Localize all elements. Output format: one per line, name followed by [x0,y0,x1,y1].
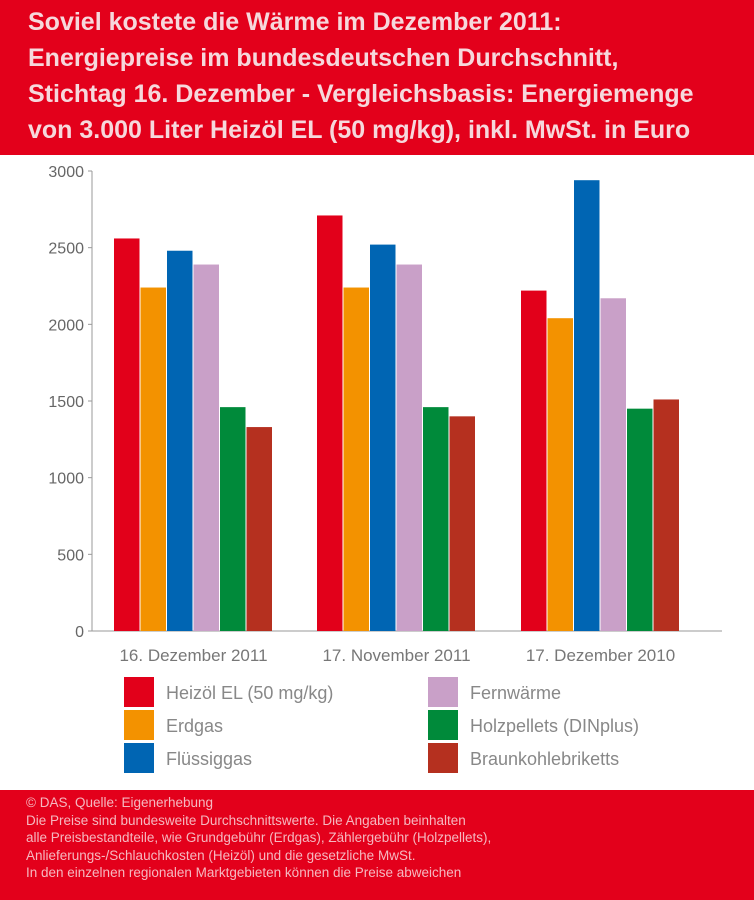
x-tick-label: 17. November 2011 [322,646,470,665]
bar-fl-ssiggas-1 [167,250,193,631]
bar-erdgas-1 [140,287,166,631]
y-tick-label: 2000 [48,317,84,334]
y-tick-label: 1500 [48,394,84,411]
legend-label: Holzpellets (DINplus) [470,716,639,736]
footer-line: Die Preise sind bundesweite Durchschnitt… [26,812,466,828]
bar-fl-ssiggas-2 [370,244,396,631]
legend-swatch [124,677,154,707]
footer-line: Anlieferungs-/Schlauchkosten (Heizöl) un… [26,847,416,863]
title-line: Energiepreise im bundesdeutschen Durchsc… [28,44,619,72]
legend-label: Heizöl EL (50 mg/kg) [166,683,333,703]
title-line: Stichtag 16. Dezember - Vergleichsbasis:… [28,80,694,108]
chart-title: Soviel kostete die Wärme im Dezember 201… [0,0,754,155]
legend-swatch [428,710,458,740]
y-tick-label: 500 [57,547,84,564]
legend-label: Erdgas [166,716,223,736]
title-line: Soviel kostete die Wärme im Dezember 201… [28,8,562,36]
bar-braunkohlebriketts-2 [449,416,475,631]
y-tick-label: 3000 [48,164,84,181]
legend-swatch [428,743,458,773]
legend-label: Braunkohlebriketts [470,749,619,769]
legend-swatch [124,710,154,740]
bar-heiz-l-el-mg-kg--2 [317,215,343,631]
y-tick-label: 1000 [48,471,84,488]
bar-braunkohlebriketts-1 [246,427,272,631]
legend-swatch [428,677,458,707]
footer-line: In den einzelnen regionalen Marktgebiete… [26,865,462,880]
footer-notes: © DAS, Quelle: Eigenerhebung Die Preise … [0,790,754,900]
legend-label: Flüssiggas [166,749,252,769]
bar-chart: 0 500 1000 1500 2000 2500 3000 16. Dezember 201… [48,164,722,773]
bar-heiz-l-el-mg-kg--1 [114,238,140,631]
bar-heiz-l-el-mg-kg--3 [521,290,547,631]
y-tick-label: 2500 [48,241,84,258]
bar-fernw-rme-1 [193,264,219,631]
y-tick-label: 0 [75,624,84,641]
bar-fernw-rme-3 [600,298,626,631]
footer-line: alle Preisbestandteile, wie Grundgebühr … [26,830,492,845]
footer-line: © DAS, Quelle: Eigenerhebung [26,795,214,810]
bar-fl-ssiggas-3 [574,180,600,631]
title-line: von 3.000 Liter Heizöl EL (50 mg/kg), in… [28,116,691,144]
bar-holzpellets-dinplus--3 [627,408,653,631]
x-tick-label: 17. Dezember 2010 [526,646,675,665]
legend-label: Fernwärme [470,683,561,703]
bar-braunkohlebriketts-3 [653,399,679,631]
x-tick-label: 16. Dezember 2011 [119,646,267,665]
bar-fernw-rme-2 [396,264,422,631]
legend-swatch [124,743,154,773]
bar-holzpellets-dinplus--1 [220,407,246,631]
bar-erdgas-3 [547,318,573,631]
bar-erdgas-2 [343,287,369,631]
bar-holzpellets-dinplus--2 [423,407,449,631]
